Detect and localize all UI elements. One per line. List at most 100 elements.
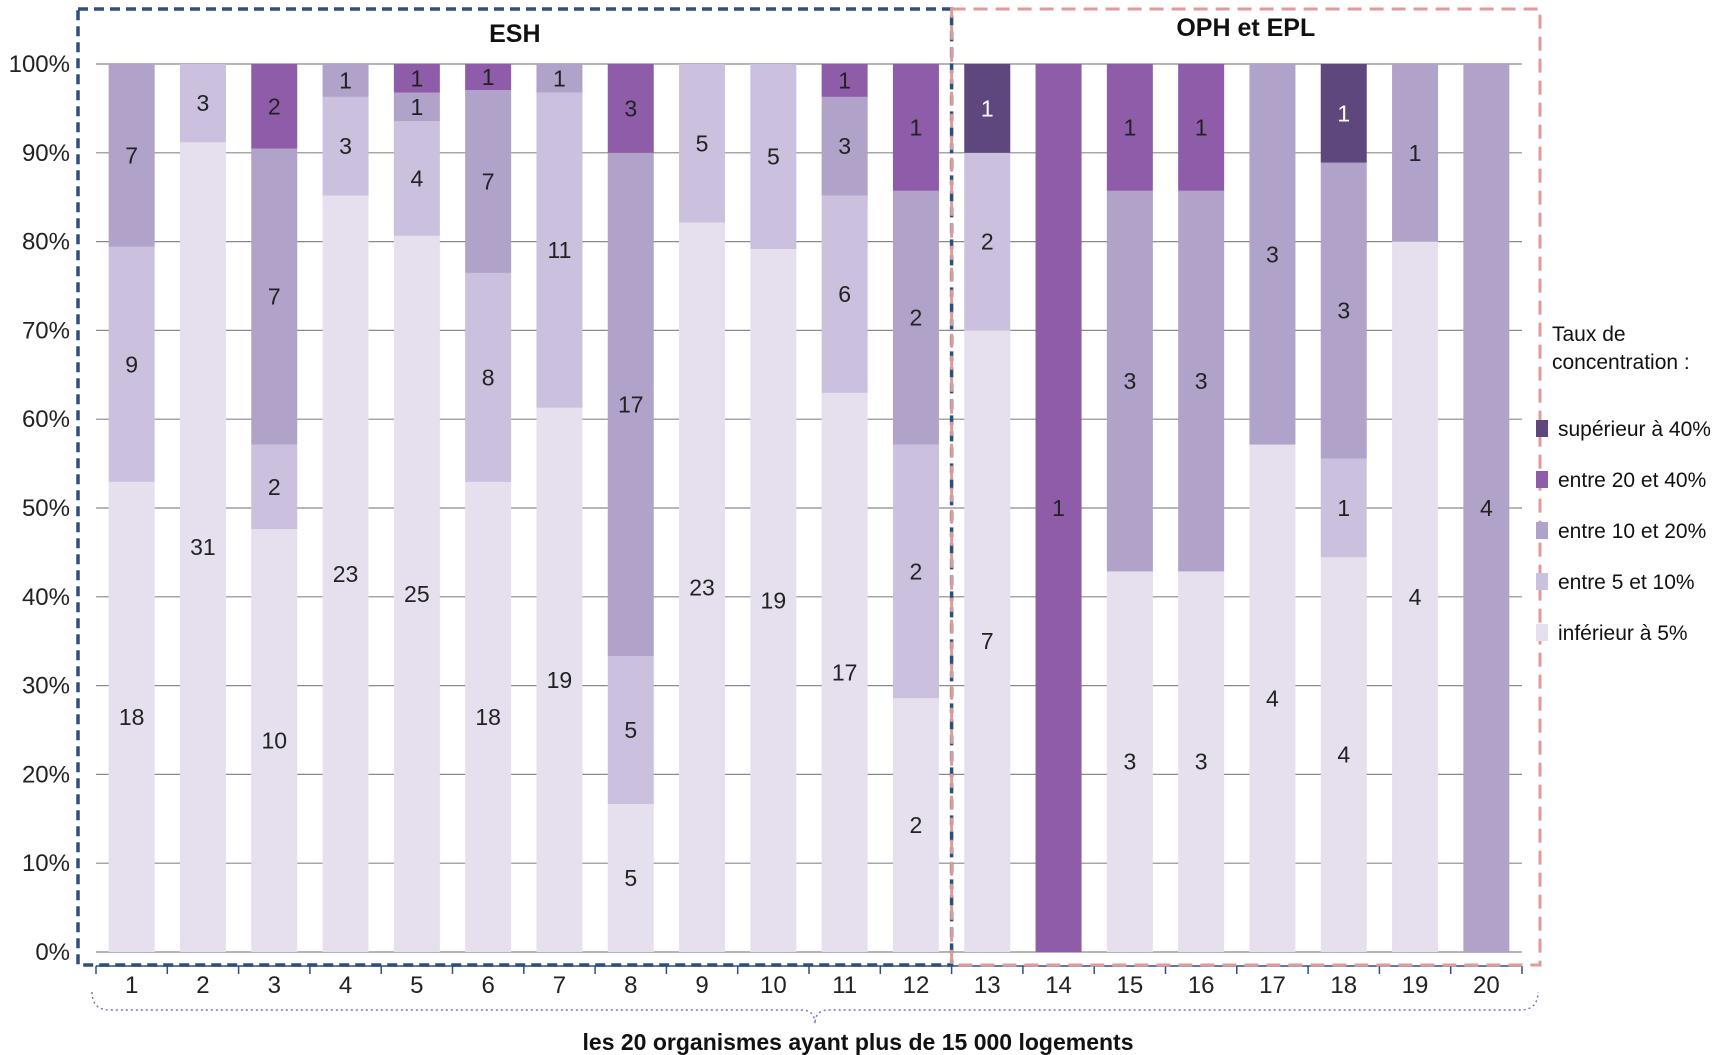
segment-value-label: 2 bbox=[910, 812, 923, 838]
segment-value-label: 23 bbox=[333, 561, 359, 587]
segment-value-label: 23 bbox=[689, 574, 715, 600]
segment-value-label: 4 bbox=[1266, 685, 1279, 711]
segment-value-label: 4 bbox=[1409, 584, 1422, 610]
segment-value-label: 1 bbox=[1123, 114, 1136, 140]
segment-value-label: 2 bbox=[268, 474, 281, 500]
segment-value-label: 3 bbox=[1195, 749, 1208, 775]
x-tick-label: 15 bbox=[1116, 972, 1143, 999]
x-tick-label: 18 bbox=[1330, 972, 1357, 999]
segment-value-label: 3 bbox=[1337, 298, 1350, 324]
bar-segment bbox=[393, 121, 440, 236]
bar-segment bbox=[465, 272, 512, 482]
segment-value-label: 3 bbox=[1195, 368, 1208, 394]
bar-segment bbox=[1320, 64, 1367, 163]
x-tick-label: 5 bbox=[410, 972, 423, 999]
bar-segment bbox=[108, 64, 155, 247]
bar-segment bbox=[750, 249, 797, 952]
bar-segment bbox=[251, 64, 298, 149]
segment-value-label: 3 bbox=[838, 133, 851, 159]
segment-value-label: 4 bbox=[1337, 742, 1350, 768]
legend-title: Taux de bbox=[1552, 323, 1626, 346]
bar-segment bbox=[892, 190, 939, 445]
bar-segment bbox=[964, 152, 1011, 331]
group-frame bbox=[76, 7, 954, 967]
y-tick-label: 0% bbox=[35, 939, 70, 966]
bar-segment bbox=[1106, 64, 1153, 191]
segment-value-label: 3 bbox=[1266, 241, 1279, 267]
gridlines bbox=[96, 63, 1522, 953]
segment-value-label: 1 bbox=[838, 67, 851, 93]
group-title: ESH bbox=[489, 20, 540, 48]
bar-segment bbox=[393, 235, 440, 952]
x-tick-label: 13 bbox=[974, 972, 1001, 999]
bar-segment bbox=[607, 152, 654, 657]
bar-segment bbox=[892, 444, 939, 699]
segment-value-label: 31 bbox=[190, 534, 216, 560]
segment-value-label: 1 bbox=[1052, 495, 1065, 521]
x-tick-label: 19 bbox=[1402, 972, 1429, 999]
y-tick-label: 90% bbox=[22, 140, 70, 167]
y-tick-label: 20% bbox=[22, 761, 70, 788]
legend-label: entre 20 et 40% bbox=[1558, 469, 1706, 492]
segment-value-label: 3 bbox=[1123, 749, 1136, 775]
bar-segment bbox=[1106, 190, 1153, 572]
x-tick-label: 4 bbox=[339, 972, 352, 999]
x-tick-label: 6 bbox=[481, 972, 494, 999]
x-tick-label: 14 bbox=[1045, 972, 1072, 999]
segment-value-label: 1 bbox=[410, 94, 423, 120]
bar-segment bbox=[465, 90, 512, 273]
segment-value-label: 1 bbox=[553, 65, 566, 91]
bar-segment bbox=[750, 64, 797, 249]
segment-value-label: 3 bbox=[1123, 368, 1136, 394]
segment-value-label: 4 bbox=[1480, 495, 1493, 521]
segment-value-label: 7 bbox=[268, 284, 281, 310]
bar-segment bbox=[892, 64, 939, 191]
bar-segment bbox=[607, 64, 654, 153]
x-tick-label: 12 bbox=[903, 972, 930, 999]
legend-swatch bbox=[1536, 573, 1548, 590]
bar-segment bbox=[1320, 162, 1367, 459]
legend-swatch bbox=[1536, 471, 1548, 488]
bar-segment bbox=[536, 92, 583, 408]
bar-segment bbox=[1035, 64, 1082, 952]
legend: Taux de concentration : supérieur à 40% ent… bbox=[1536, 323, 1711, 645]
segment-value-label: 18 bbox=[119, 704, 145, 730]
segment-value-label: 1 bbox=[1337, 100, 1350, 126]
segment-value-label: 6 bbox=[838, 281, 851, 307]
segment-value-label: 19 bbox=[547, 667, 573, 693]
legend-label: supérieur à 40% bbox=[1558, 418, 1711, 441]
y-tick-label: 10% bbox=[22, 850, 70, 877]
axes: 0%10%20%30%40%50%60%70%80%90%100%1 2 3 4 5 6 7… bbox=[9, 51, 1539, 1025]
bar-segment bbox=[179, 64, 226, 143]
x-tick-label: 7 bbox=[553, 972, 566, 999]
segment-value-label: 17 bbox=[832, 659, 858, 685]
bar-segment bbox=[465, 64, 512, 91]
segment-value-label: 1 bbox=[981, 95, 994, 121]
bar-segment bbox=[465, 481, 512, 952]
segment-value-label: 2 bbox=[981, 229, 994, 255]
segment-value-label: 10 bbox=[261, 728, 287, 754]
x-axis-title: les 20 organismes ayant plus de 15 000 l… bbox=[583, 1029, 1134, 1055]
segment-value-label: 17 bbox=[618, 391, 644, 417]
segment-value-label: 1 bbox=[1337, 495, 1350, 521]
bar-segment bbox=[1178, 571, 1225, 952]
bar-segment bbox=[607, 656, 654, 804]
bar-segment bbox=[251, 148, 298, 445]
segment-value-label: 5 bbox=[696, 130, 709, 156]
legend-label: inférieur à 5% bbox=[1558, 622, 1688, 645]
bar-segment bbox=[679, 64, 726, 223]
bar-segment bbox=[1392, 64, 1439, 242]
x-tick-label: 9 bbox=[695, 972, 708, 999]
bar-segment bbox=[251, 529, 298, 952]
segment-value-label: 1 bbox=[339, 67, 352, 93]
segment-value-label: 7 bbox=[125, 142, 138, 168]
bar-segment bbox=[964, 64, 1011, 153]
segment-value-label: 9 bbox=[125, 351, 138, 377]
y-tick-label: 100% bbox=[9, 51, 70, 78]
bar-segment bbox=[964, 330, 1011, 952]
legend-swatch bbox=[1536, 522, 1548, 539]
brace bbox=[91, 991, 1539, 1025]
bar-segment bbox=[821, 64, 868, 97]
bar-segment bbox=[607, 804, 654, 952]
